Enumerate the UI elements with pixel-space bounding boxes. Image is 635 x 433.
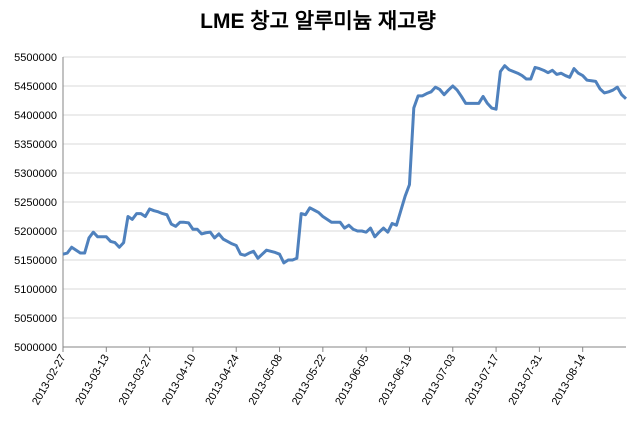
y-tick-label: 5000000 xyxy=(14,342,57,354)
y-tick-label: 5400000 xyxy=(14,110,57,122)
y-tick-label: 5200000 xyxy=(14,226,57,238)
x-tick-label: 2013-08-14 xyxy=(550,353,589,408)
x-tick-label: 2013-07-03 xyxy=(420,353,459,408)
x-tick-label: 2013-07-17 xyxy=(463,352,502,407)
x-tick-label: 2013-04-10 xyxy=(160,353,199,408)
data-line xyxy=(62,64,628,265)
y-tick-label: 5350000 xyxy=(14,139,57,151)
y-tick-label: 5250000 xyxy=(14,197,57,209)
x-tick-label: 2013-05-08 xyxy=(247,353,286,408)
y-tick-label: 5150000 xyxy=(14,255,57,267)
chart-title: LME 창고 알루미늄 재고량 xyxy=(200,10,436,33)
x-tick-label: 2013-02-27 xyxy=(30,353,69,408)
x-tick-label: 2013-03-27 xyxy=(117,353,156,408)
x-tick-label: 2013-04-24 xyxy=(203,353,242,408)
y-tick-label: 5450000 xyxy=(14,81,57,93)
x-tick-label: 2013-07-31 xyxy=(506,353,545,408)
x-tick-label: 2013-06-05 xyxy=(333,353,372,408)
y-tick-label: 5300000 xyxy=(14,168,57,180)
x-tick-label: 2013-03-13 xyxy=(73,353,112,408)
x-tick-label: 2013-05-22 xyxy=(290,353,329,408)
x-tick-label: 2013-06-19 xyxy=(377,353,416,408)
y-tick-label: 5500000 xyxy=(14,52,57,64)
y-tick-label: 5050000 xyxy=(14,313,57,325)
y-tick-label: 5100000 xyxy=(14,284,57,296)
